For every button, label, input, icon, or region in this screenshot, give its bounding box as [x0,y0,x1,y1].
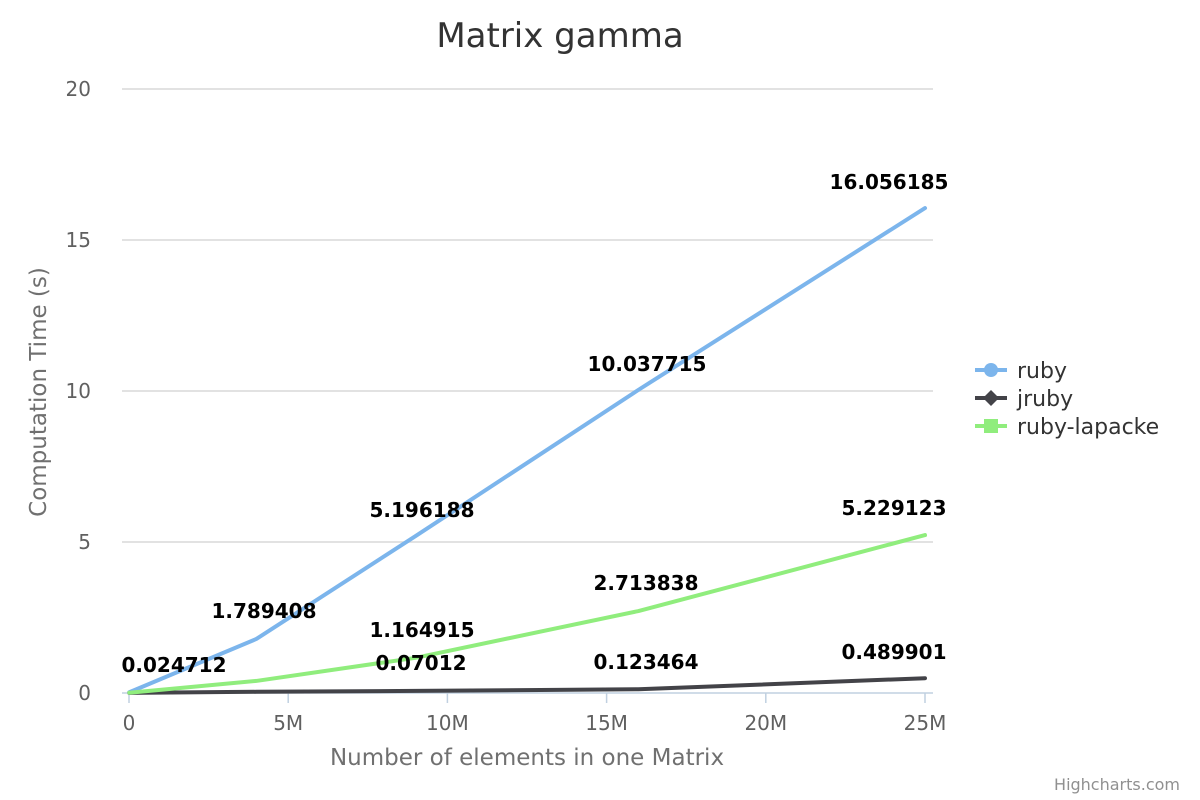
grid-lines [122,88,933,543]
series-line-ruby-lapacke[interactable] [127,533,927,695]
y-axis: 0 5 10 15 20 [66,77,91,705]
legend-label: ruby [1017,359,1067,384]
x-tick-label: 10M [426,711,469,735]
square-marker-icon [984,419,998,433]
data-labels: 0.024712 1.789408 5.196188 10.037715 16.0561… [121,170,948,677]
data-label: 0.123464 [593,650,698,674]
y-tick-label: 15 [66,228,91,252]
data-label: 1.789408 [211,599,316,623]
legend-label: ruby-lapacke [1017,415,1159,440]
data-label: 0.024712 [121,653,226,677]
x-tick-label: 20M [744,711,787,735]
legend-label: jruby [1016,387,1073,412]
series-line-jruby[interactable] [127,676,927,695]
y-tick-label: 20 [66,77,91,101]
y-axis-title: Computation Time (s) [26,267,52,517]
legend-item-ruby[interactable]: ruby [975,359,1067,384]
y-tick-label: 0 [78,681,91,705]
data-label: 5.229123 [841,496,946,520]
data-label: 10.037715 [588,352,707,376]
x-tick-label: 15M [585,711,628,735]
legend-item-ruby-lapacke[interactable]: ruby-lapacke [975,415,1159,440]
data-label: 1.164915 [369,618,474,642]
x-axis: 0 5M 10M 15M 20M 25M [122,692,947,735]
series-line-ruby[interactable] [127,206,927,695]
chart-title: Matrix gamma [436,16,683,56]
x-axis-title: Number of elements in one Matrix [330,745,724,771]
data-label: 0.07012 [375,651,466,675]
data-label: 0.489901 [841,640,946,664]
data-label: 2.713838 [593,571,698,595]
x-tick-label: 0 [123,711,136,735]
legend-item-jruby[interactable]: jruby [975,387,1073,412]
y-tick-label: 5 [78,530,91,554]
series-lines [127,206,927,695]
x-tick-label: 25M [904,711,947,735]
credits-link[interactable]: Highcharts.com [1054,775,1180,794]
diamond-marker-icon [983,390,999,406]
x-tick-label: 5M [273,711,303,735]
legend: ruby jruby ruby-lapacke [975,359,1159,440]
circle-marker-icon [984,363,998,377]
data-label: 16.056185 [830,170,949,194]
data-label: 5.196188 [369,498,474,522]
y-tick-label: 10 [66,379,91,403]
